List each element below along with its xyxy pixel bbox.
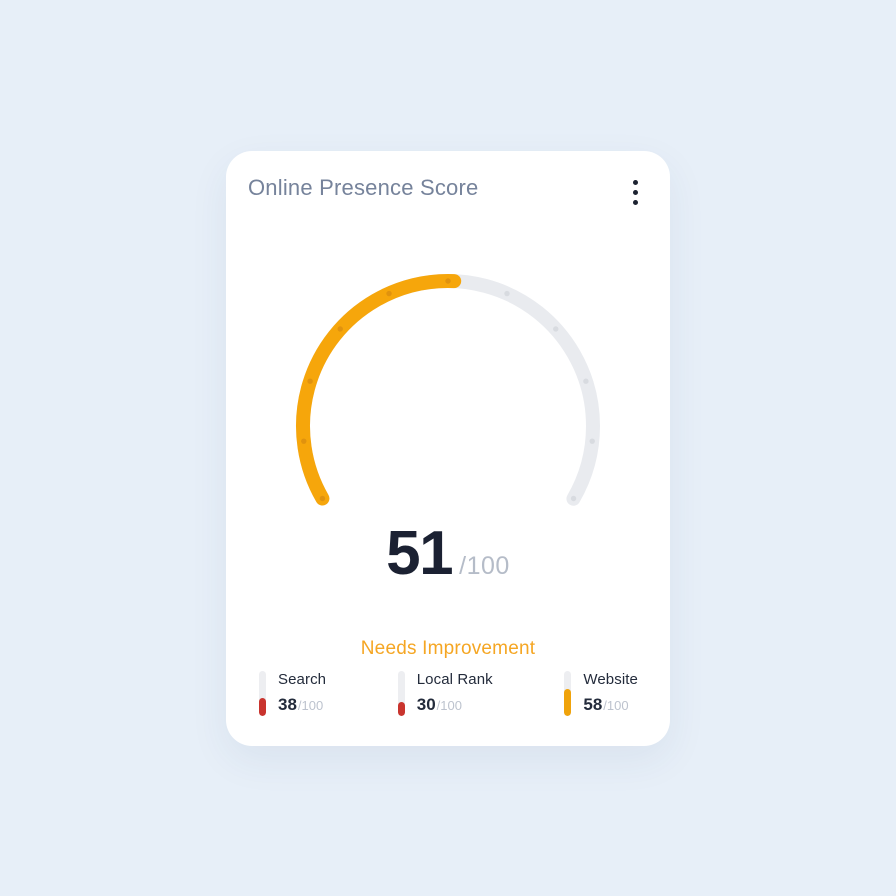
metric-search: Search 38 /100	[259, 670, 327, 716]
metric-value-website: 58	[583, 694, 603, 714]
website-score-bar	[564, 670, 572, 716]
metric-suffix-website: /100	[603, 697, 629, 713]
local-rank-score-bar-fill	[397, 702, 405, 716]
local-rank-score-bar	[397, 670, 405, 716]
metric-suffix-local-rank: /100	[436, 697, 462, 713]
metric-website: Website 58 /100	[564, 670, 638, 716]
metric-label-website: Website	[583, 670, 638, 688]
metric-label-search: Search	[278, 670, 327, 688]
online-presence-score-card: Online Presence Score 51 /100 Needs Impr…	[226, 150, 670, 746]
metric-suffix-search: /100	[297, 697, 324, 713]
gauge-svg	[295, 273, 600, 538]
page-title: Online Presence Score	[248, 174, 479, 200]
website-score-bar-fill	[564, 689, 572, 716]
gauge-chart	[278, 268, 618, 538]
kebab-dot-icon	[633, 199, 638, 205]
kebab-dot-icon	[633, 179, 638, 185]
metrics-row: Search 38 /100 Local Rank 30 /100	[226, 670, 670, 716]
search-score-bar	[259, 670, 266, 716]
metric-value-search: 38	[278, 694, 297, 714]
kebab-dot-icon	[633, 189, 638, 195]
metric-value-local-rank: 30	[416, 694, 436, 714]
score-max-suffix: /100	[459, 551, 510, 580]
metric-label-local-rank: Local Rank	[416, 670, 493, 688]
card-header: Online Presence Score	[248, 175, 644, 209]
status-label: Needs Improvement	[360, 637, 536, 659]
kebab-menu-button[interactable]	[627, 176, 644, 209]
search-score-bar-fill	[259, 698, 266, 716]
metric-local-rank: Local Rank 30 /100	[397, 670, 493, 716]
